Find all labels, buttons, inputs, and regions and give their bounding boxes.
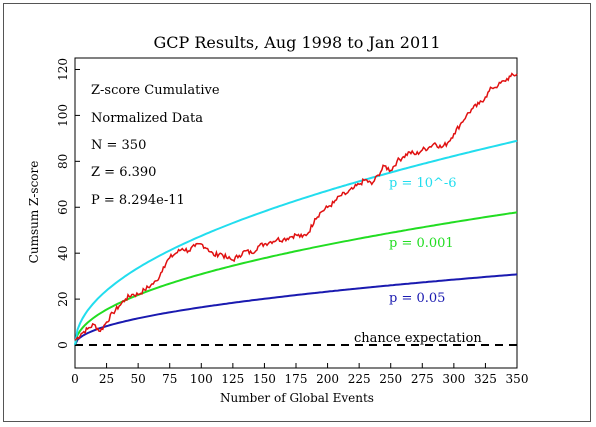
stats-line: P = 8.294e-11 [91,193,185,208]
stats-line: N = 350 [91,138,146,153]
chance-expectation-annotation: chance expectation [354,331,482,346]
x-tick-label: 175 [285,372,308,386]
y-tick-label: 120 [56,58,70,81]
x-axis-ticks: 0 25 50 75 100 125 150 175 200 225 250 275 300 325 350 [71,363,528,386]
x-tick-label: 0 [71,372,79,386]
p05-annotation: p = 0.05 [389,291,445,306]
x-tick-label: 275 [411,372,434,386]
p001-annotation: p = 0.001 [389,236,454,251]
x-axis-label: Number of Global Events [220,391,374,405]
x-tick-label: 150 [253,372,276,386]
x-tick-label: 325 [474,372,497,386]
p10e-6-annotation: p = 10^-6 [389,176,457,191]
stats-line: Normalized Data [91,111,203,126]
stats-line: Z = 6.390 [91,165,156,180]
y-axis-ticks: 0 20 40 60 80 100 120 [56,58,80,349]
plot-area [74,57,518,369]
x-tick-label: 200 [316,372,339,386]
p001-curve [74,211,518,346]
stats-line: Z-score Cumulative [91,83,220,98]
chart-frame [3,3,591,422]
x-tick-label: 25 [99,372,114,386]
x-tick-label: 225 [348,372,371,386]
axes-box [74,57,518,369]
y-tick-label: 100 [56,104,70,127]
cumulative-zscore-line [74,72,518,341]
y-tick-label: 0 [56,341,70,349]
x-tick-label: 100 [190,372,213,386]
x-tick-label: 125 [221,372,244,386]
p05-curve [74,273,518,346]
x-tick-label: 300 [442,372,465,386]
x-tick-label: 250 [379,372,402,386]
y-tick-label: 80 [56,154,70,169]
stats-block: Z-score Cumulative Normalized Data N = 3… [91,83,220,208]
x-tick-label: 75 [162,372,177,386]
y-tick-label: 40 [56,246,70,261]
y-axis-label: Cumsum Z-score [27,161,41,264]
x-tick-label: 350 [506,372,529,386]
chart-title: GCP Results, Aug 1998 to Jan 2011 [153,33,440,52]
p10e-6-curve [74,139,518,346]
x-tick-label: 50 [131,372,146,386]
y-tick-label: 20 [56,291,70,306]
y-tick-label: 60 [56,200,70,215]
